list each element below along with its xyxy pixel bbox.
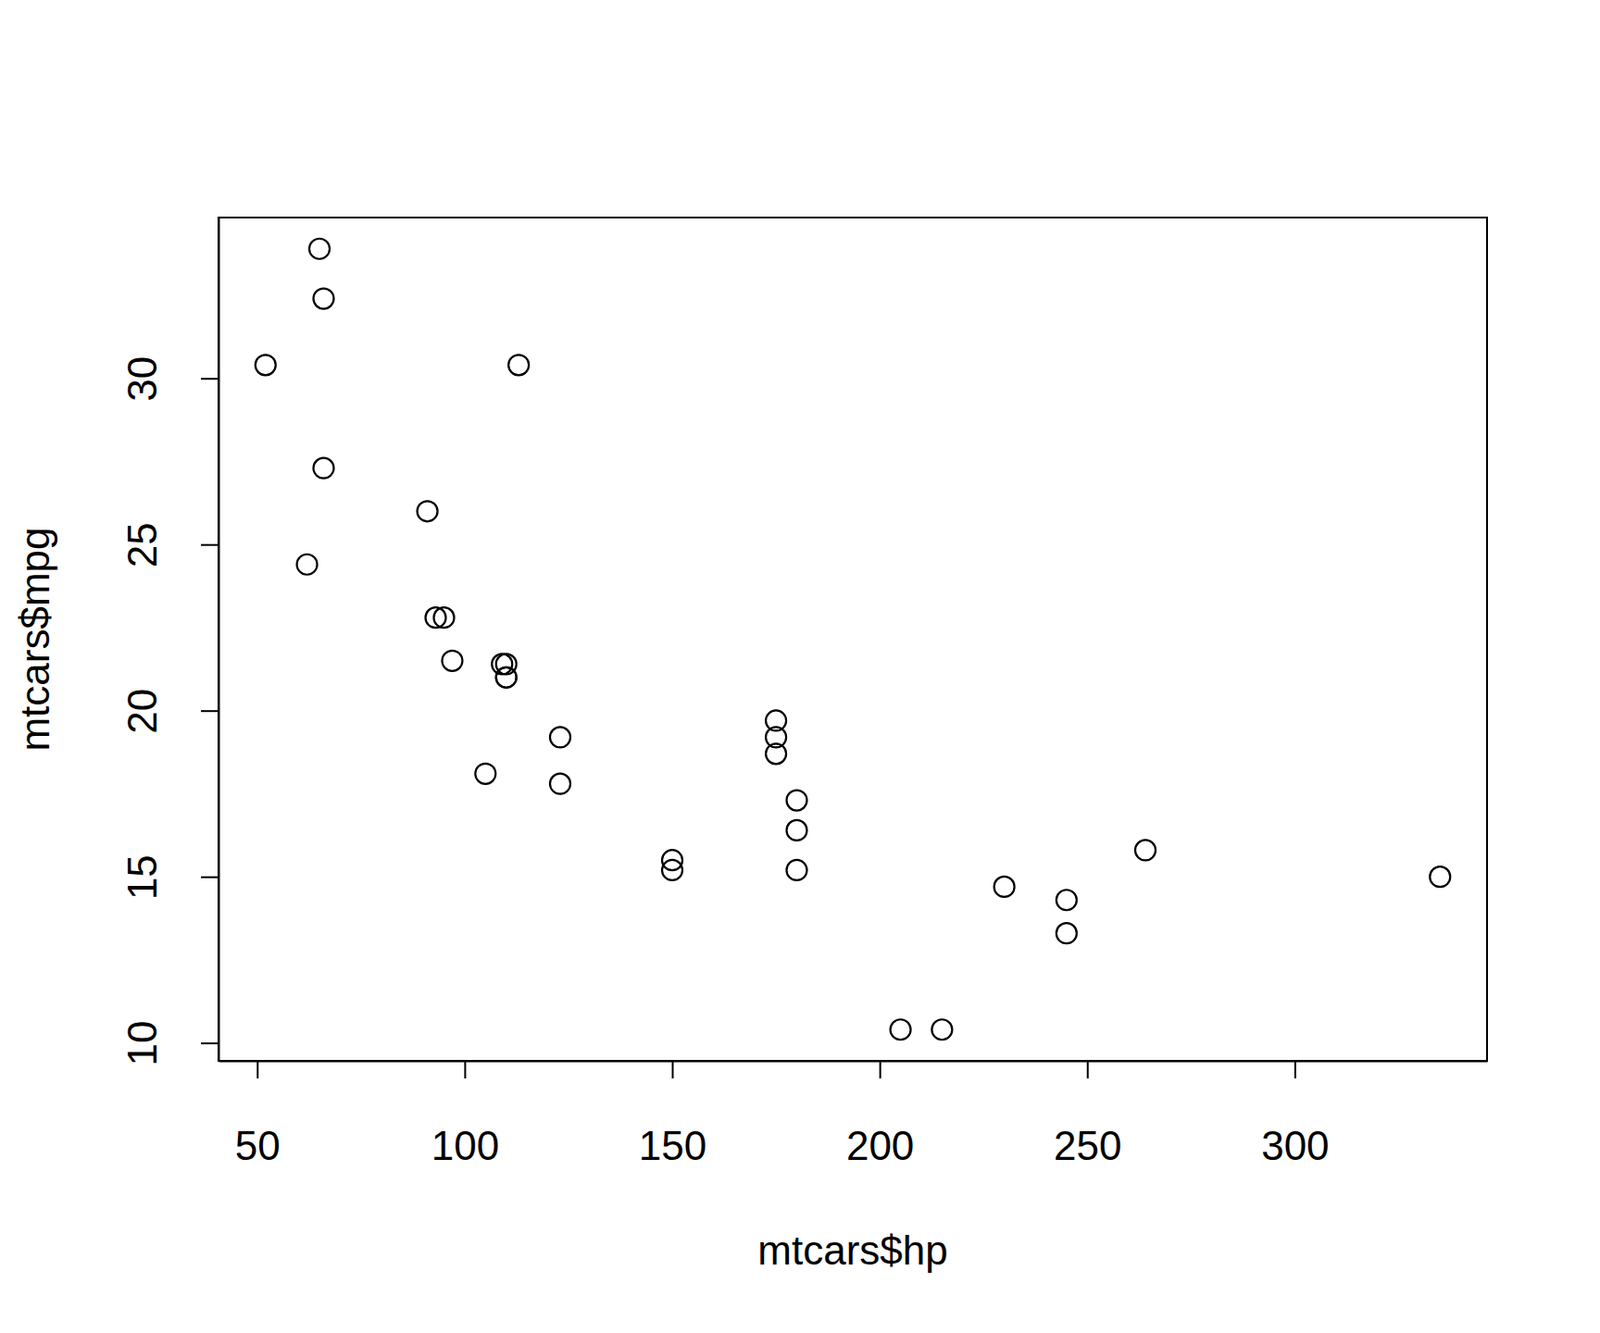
x-axis: 50 100 150 200 250 300: [219, 1061, 1488, 1169]
point: [496, 653, 517, 675]
y-tick-mark: [200, 710, 219, 713]
x-tick-label: 250: [1053, 1123, 1122, 1169]
point: [475, 763, 496, 785]
y-tick-label: 10: [119, 1021, 165, 1067]
x-axis-line: [219, 1061, 1488, 1063]
y-tick: 10: [119, 1021, 219, 1067]
point: [550, 726, 571, 748]
x-tick-label: 200: [846, 1123, 914, 1169]
y-tick-mark: [200, 377, 219, 380]
x-tick-label: 100: [431, 1123, 500, 1169]
chart: 50 100 150 200 250 300 10 15 20 25 30 mtcars$hp mtca…: [0, 0, 1600, 1333]
y-tick: 20: [119, 688, 219, 735]
point: [417, 500, 438, 522]
x-tick-label: 300: [1261, 1123, 1329, 1169]
y-tick: 30: [119, 356, 219, 402]
x-tick: 50: [235, 1061, 281, 1169]
x-tick-mark: [256, 1061, 259, 1079]
y-tick-label: 20: [119, 688, 165, 735]
point: [1135, 839, 1156, 861]
point: [890, 1019, 912, 1040]
x-tick-mark: [672, 1061, 675, 1079]
y-tick-label: 25: [119, 522, 165, 568]
x-tick-label: 150: [638, 1123, 707, 1169]
y-tick-mark: [200, 876, 219, 879]
y-axis-title: mtcars$mpg: [12, 526, 58, 751]
point: [1056, 889, 1077, 911]
point: [297, 554, 318, 575]
x-tick-mark: [1087, 1061, 1089, 1079]
plot-frame: [218, 217, 1488, 1062]
point: [786, 860, 807, 881]
y-tick-mark: [200, 544, 219, 547]
point: [255, 354, 276, 375]
point: [309, 238, 330, 260]
y-axis-line: [218, 218, 221, 1063]
y-tick-label: 15: [119, 854, 165, 900]
y-axis: 10 15 20 25 30: [119, 218, 220, 1067]
points: [255, 238, 1451, 1041]
point: [662, 860, 683, 881]
point: [931, 1019, 952, 1040]
point: [786, 790, 807, 812]
x-tick: 300: [1261, 1061, 1329, 1169]
point: [312, 288, 334, 310]
x-tick: 200: [846, 1061, 914, 1169]
x-tick-mark: [463, 1061, 466, 1079]
point: [441, 650, 463, 672]
point: [765, 710, 787, 731]
y-tick: 25: [119, 522, 219, 568]
y-tick: 15: [119, 854, 219, 900]
y-tick-mark: [200, 1042, 219, 1045]
point: [994, 876, 1015, 898]
point: [1056, 923, 1077, 944]
point: [508, 354, 529, 375]
x-axis-title: mtcars$hp: [757, 1227, 948, 1274]
point: [433, 607, 454, 628]
point: [312, 458, 334, 479]
point: [1429, 866, 1450, 888]
x-tick: 250: [1053, 1061, 1122, 1169]
x-tick-mark: [1294, 1061, 1297, 1079]
point: [550, 774, 571, 795]
x-tick: 150: [638, 1061, 707, 1169]
x-tick-mark: [879, 1061, 882, 1079]
point: [786, 820, 807, 841]
y-tick-label: 30: [119, 356, 165, 402]
x-tick-label: 50: [235, 1123, 281, 1169]
x-tick: 100: [431, 1061, 500, 1169]
point: [491, 653, 513, 675]
